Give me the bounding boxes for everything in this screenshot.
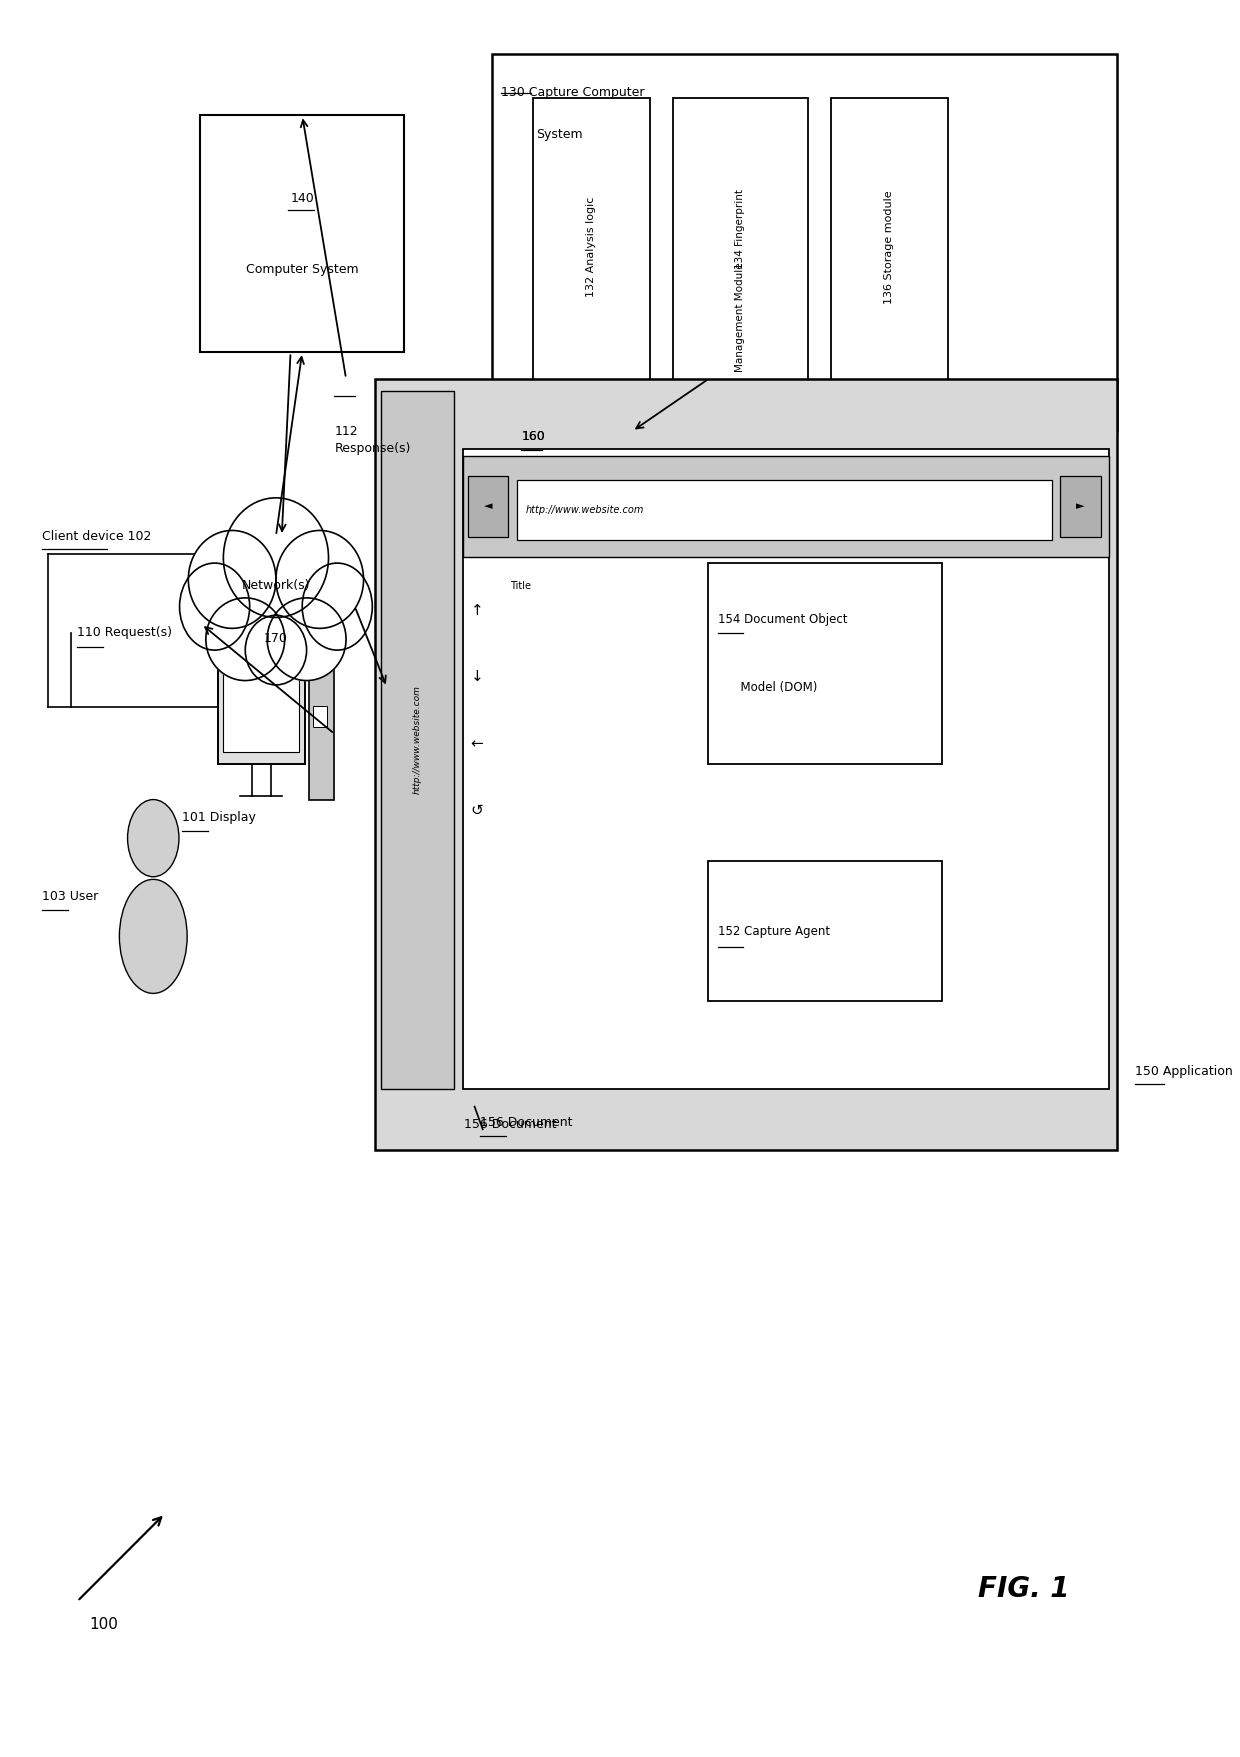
Text: 150 Application: 150 Application <box>1135 1065 1233 1079</box>
Ellipse shape <box>267 597 346 680</box>
Text: 156 Document: 156 Document <box>480 1116 573 1128</box>
Text: Title: Title <box>510 580 531 590</box>
Text: 170: 170 <box>264 633 288 645</box>
Text: 132 Analysis logic: 132 Analysis logic <box>587 197 596 297</box>
Circle shape <box>128 799 179 877</box>
Text: 110 Request(s): 110 Request(s) <box>77 627 172 640</box>
Text: Client device 102: Client device 102 <box>42 531 151 543</box>
Ellipse shape <box>206 597 285 680</box>
Text: ↺: ↺ <box>470 803 484 817</box>
Text: ◄: ◄ <box>484 501 492 511</box>
Ellipse shape <box>303 562 372 650</box>
Text: System: System <box>537 128 583 141</box>
Text: 160: 160 <box>521 430 546 443</box>
Text: Management Module: Management Module <box>735 262 745 372</box>
Ellipse shape <box>119 878 187 993</box>
Text: 136 Storage module: 136 Storage module <box>884 190 894 304</box>
Text: http://www.website.com: http://www.website.com <box>526 504 645 515</box>
Text: 100: 100 <box>89 1616 118 1632</box>
Text: ←: ← <box>470 736 484 750</box>
Ellipse shape <box>223 497 329 617</box>
FancyBboxPatch shape <box>708 562 942 764</box>
FancyBboxPatch shape <box>467 476 508 538</box>
Text: FIG. 1: FIG. 1 <box>978 1574 1069 1602</box>
Text: http://www.website.com: http://www.website.com <box>413 685 422 794</box>
Text: Network(s): Network(s) <box>242 580 310 592</box>
Text: 160: 160 <box>521 430 546 443</box>
Text: ↓: ↓ <box>470 669 484 683</box>
Ellipse shape <box>180 562 249 650</box>
FancyBboxPatch shape <box>533 98 650 395</box>
FancyBboxPatch shape <box>314 706 327 727</box>
FancyBboxPatch shape <box>463 448 1109 1089</box>
FancyBboxPatch shape <box>1060 476 1101 538</box>
FancyBboxPatch shape <box>223 669 299 752</box>
Text: 112
Response(s): 112 Response(s) <box>335 425 410 455</box>
FancyBboxPatch shape <box>463 455 1109 557</box>
FancyBboxPatch shape <box>217 650 305 764</box>
Ellipse shape <box>277 531 363 629</box>
Text: 103 User: 103 User <box>42 889 98 903</box>
Text: 152 Capture Agent: 152 Capture Agent <box>718 924 830 938</box>
Text: 101 Display: 101 Display <box>182 810 257 824</box>
Text: 154 Document Object: 154 Document Object <box>718 613 847 625</box>
Text: ►: ► <box>1076 501 1085 511</box>
Ellipse shape <box>188 531 277 629</box>
FancyBboxPatch shape <box>673 98 807 395</box>
Text: 156 Document: 156 Document <box>464 1117 557 1130</box>
FancyBboxPatch shape <box>708 861 942 1001</box>
Text: Computer System: Computer System <box>246 264 358 276</box>
Text: Model (DOM): Model (DOM) <box>718 682 817 694</box>
Text: 134 Fingerprint: 134 Fingerprint <box>735 190 745 269</box>
Text: ↑: ↑ <box>470 603 484 618</box>
FancyBboxPatch shape <box>492 54 1117 430</box>
Text: 130 Capture Computer: 130 Capture Computer <box>501 86 645 98</box>
Ellipse shape <box>246 615 306 685</box>
FancyBboxPatch shape <box>200 116 404 351</box>
Text: 140: 140 <box>290 192 314 206</box>
FancyBboxPatch shape <box>831 98 947 395</box>
FancyBboxPatch shape <box>517 480 1052 539</box>
FancyBboxPatch shape <box>309 668 335 799</box>
FancyBboxPatch shape <box>376 378 1117 1151</box>
FancyBboxPatch shape <box>381 390 454 1089</box>
